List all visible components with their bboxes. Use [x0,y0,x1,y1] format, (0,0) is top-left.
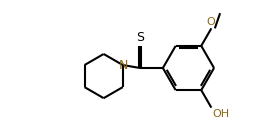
Text: N: N [119,58,128,72]
Text: OH: OH [212,109,229,119]
Text: O: O [206,17,215,27]
Text: S: S [136,31,144,44]
